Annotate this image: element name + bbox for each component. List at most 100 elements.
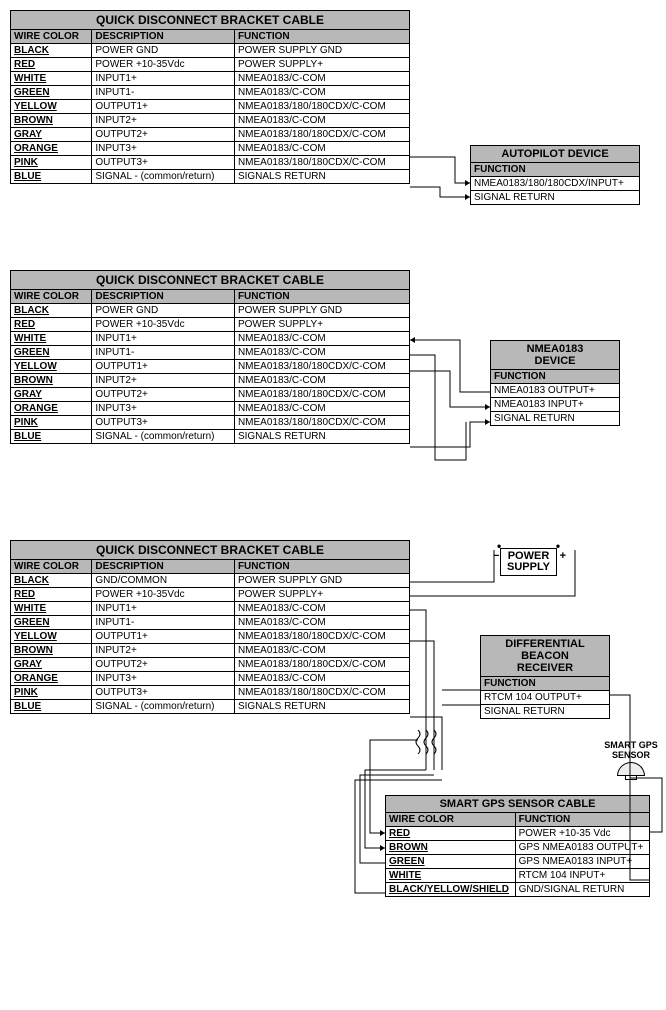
table-row: BLACKPOWER GNDPOWER SUPPLY GND [11, 44, 410, 58]
description-cell: INPUT2+ [92, 374, 235, 388]
function-cell: NMEA0183/C-COM [234, 86, 409, 100]
device-title: DIFFERENTIALBEACONRECEIVER [481, 636, 610, 677]
wire-color-cell: RED [11, 588, 92, 602]
table-title: QUICK DISCONNECT BRACKET CABLE [11, 541, 410, 560]
gps-func-cell: GND/SIGNAL RETURN [515, 883, 649, 897]
gps-row: REDPOWER +10-35 Vdc [386, 827, 650, 841]
function-cell: NMEA0183/180/180CDX/C-COM [234, 630, 409, 644]
wire-color-cell: ORANGE [11, 672, 92, 686]
wire-color-cell: GRAY [11, 658, 92, 672]
description-cell: SIGNAL - (common/return) [92, 700, 235, 714]
plus-label: + [560, 551, 566, 562]
wire-color-cell: PINK [11, 416, 92, 430]
table-title: QUICK DISCONNECT BRACKET CABLE [11, 271, 410, 290]
description-cell: INPUT1- [92, 616, 235, 630]
table-row: GREENINPUT1-NMEA0183/C-COM [11, 616, 410, 630]
wire-color-cell: PINK [11, 156, 92, 170]
description-cell: INPUT1+ [92, 72, 235, 86]
col-header: DESCRIPTION [92, 30, 235, 44]
description-cell: INPUT1+ [92, 332, 235, 346]
wire-color-cell: BROWN [11, 644, 92, 658]
col-header: FUNCTION [234, 290, 409, 304]
wire-color-cell: GREEN [11, 346, 92, 360]
gps-col-header: WIRE COLOR [386, 813, 516, 827]
device-row: SIGNAL RETURN [491, 412, 620, 426]
table-row: YELLOWOUTPUT1+NMEA0183/180/180CDX/C-COM [11, 100, 410, 114]
description-cell: INPUT1+ [92, 602, 235, 616]
function-cell: NMEA0183/180/180CDX/C-COM [234, 128, 409, 142]
table-row: WHITEINPUT1+NMEA0183/C-COM [11, 72, 410, 86]
section-autopilot: QUICK DISCONNECT BRACKET CABLEWIRE COLOR… [10, 10, 656, 210]
col-header: FUNCTION [234, 560, 409, 574]
wire-color-cell: YELLOW [11, 360, 92, 374]
description-cell: SIGNAL - (common/return) [92, 430, 235, 444]
table-row: ORANGEINPUT3+NMEA0183/C-COM [11, 672, 410, 686]
table-row: PINKOUTPUT3+NMEA0183/180/180CDX/C-COM [11, 416, 410, 430]
gps-row: BROWNGPS NMEA0183 OUTPUT+ [386, 841, 650, 855]
device-cell: NMEA0183/180/180CDX/INPUT+ [471, 177, 640, 191]
section-nmea: QUICK DISCONNECT BRACKET CABLEWIRE COLOR… [10, 270, 656, 480]
section-gps-power: QUICK DISCONNECT BRACKET CABLE WIRE COLOR… [10, 540, 656, 940]
table-row: BLUESIGNAL - (common/return)SIGNALS RETU… [11, 430, 410, 444]
description-cell: POWER +10-35Vdc [92, 588, 235, 602]
wire-color-cell: GREEN [11, 616, 92, 630]
function-cell: POWER SUPPLY+ [234, 58, 409, 72]
description-cell: POWER +10-35Vdc [92, 318, 235, 332]
table-row: BLACKGND/COMMONPOWER SUPPLY GND [11, 574, 410, 588]
table-row: BLACKPOWER GNDPOWER SUPPLY GND [11, 304, 410, 318]
nmea-device-table: NMEA0183DEVICEFUNCTIONNMEA0183 OUTPUT+NM… [490, 340, 620, 426]
wire-color-cell: PINK [11, 686, 92, 700]
description-cell: OUTPUT2+ [92, 658, 235, 672]
col-header: DESCRIPTION [92, 560, 235, 574]
description-cell: SIGNAL - (common/return) [92, 170, 235, 184]
wire-color-cell: GRAY [11, 128, 92, 142]
description-cell: OUTPUT3+ [92, 686, 235, 700]
function-cell: NMEA0183/180/180CDX/C-COM [234, 388, 409, 402]
table-row: REDPOWER +10-35VdcPOWER SUPPLY+ [11, 318, 410, 332]
function-cell: NMEA0183/C-COM [234, 402, 409, 416]
autopilot-device-table: AUTOPILOT DEVICEFUNCTIONNMEA0183/180/180… [470, 145, 640, 205]
device-row: NMEA0183 OUTPUT+ [491, 384, 620, 398]
description-cell: OUTPUT3+ [92, 156, 235, 170]
description-cell: POWER GND [92, 304, 235, 318]
wire-color-cell: BLUE [11, 430, 92, 444]
function-cell: NMEA0183/C-COM [234, 332, 409, 346]
power-supply-box: − POWER SUPPLY + • • [500, 548, 557, 576]
gps-sensor-label: SMART GPS SENSOR [604, 740, 658, 760]
gps-sensor-icon: SMART GPS SENSOR [600, 740, 662, 780]
wire-color-cell: BROWN [11, 374, 92, 388]
function-cell: NMEA0183/C-COM [234, 72, 409, 86]
description-cell: OUTPUT1+ [92, 630, 235, 644]
wire-color-cell: WHITE [11, 72, 92, 86]
device-cell: SIGNAL RETURN [471, 191, 640, 205]
wire-color-cell: GREEN [11, 86, 92, 100]
device-cell: NMEA0183 INPUT+ [491, 398, 620, 412]
wire-color-cell: RED [11, 58, 92, 72]
col-header: FUNCTION [234, 30, 409, 44]
device-cell: SIGNAL RETURN [491, 412, 620, 426]
function-cell: NMEA0183/C-COM [234, 672, 409, 686]
table-row: REDPOWER +10-35VdcPOWER SUPPLY+ [11, 58, 410, 72]
wire-color-cell: BLACK [11, 574, 92, 588]
table-row: BROWNINPUT2+NMEA0183/C-COM [11, 374, 410, 388]
gps-func-cell: GPS NMEA0183 INPUT+ [515, 855, 649, 869]
function-cell: POWER SUPPLY+ [234, 588, 409, 602]
device-header: FUNCTION [491, 370, 620, 384]
beacon-device-table: DIFFERENTIALBEACONRECEIVERFUNCTIONRTCM 1… [480, 635, 610, 719]
table-row: GREENINPUT1-NMEA0183/C-COM [11, 346, 410, 360]
table-row: GREENINPUT1-NMEA0183/C-COM [11, 86, 410, 100]
function-cell: NMEA0183/C-COM [234, 602, 409, 616]
function-cell: NMEA0183/C-COM [234, 374, 409, 388]
device-cell: NMEA0183 OUTPUT+ [491, 384, 620, 398]
function-cell: NMEA0183/180/180CDX/C-COM [234, 658, 409, 672]
device-header: FUNCTION [481, 677, 610, 691]
device-header: FUNCTION [471, 163, 640, 177]
function-cell: NMEA0183/180/180CDX/C-COM [234, 100, 409, 114]
device-title: AUTOPILOT DEVICE [471, 146, 640, 163]
device-row: RTCM 104 OUTPUT+ [481, 691, 610, 705]
description-cell: INPUT3+ [92, 672, 235, 686]
description-cell: GND/COMMON [92, 574, 235, 588]
gps-col-header: FUNCTION [515, 813, 649, 827]
description-cell: OUTPUT1+ [92, 100, 235, 114]
power-label: POWER SUPPLY [507, 550, 550, 573]
